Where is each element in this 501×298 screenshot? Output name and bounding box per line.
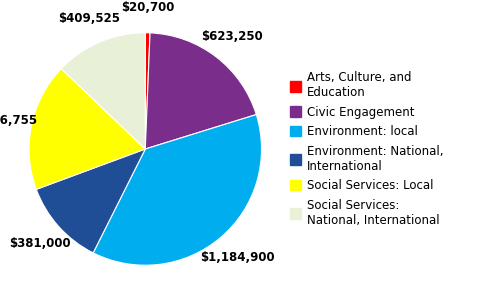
Text: $381,000: $381,000 — [9, 237, 71, 250]
Text: $1,184,900: $1,184,900 — [200, 251, 275, 264]
Text: $623,250: $623,250 — [201, 30, 263, 43]
Wedge shape — [145, 33, 150, 149]
Text: $20,700: $20,700 — [122, 1, 175, 14]
Wedge shape — [61, 33, 145, 149]
Legend: Arts, Culture, and
Education, Civic Engagement, Environment: local, Environment:: Arts, Culture, and Education, Civic Enga… — [286, 68, 447, 230]
Text: $409,525: $409,525 — [59, 12, 121, 25]
Text: $566,755: $566,755 — [0, 114, 38, 127]
Wedge shape — [145, 33, 257, 149]
Wedge shape — [93, 114, 262, 265]
Wedge shape — [36, 149, 145, 253]
Wedge shape — [29, 69, 145, 189]
